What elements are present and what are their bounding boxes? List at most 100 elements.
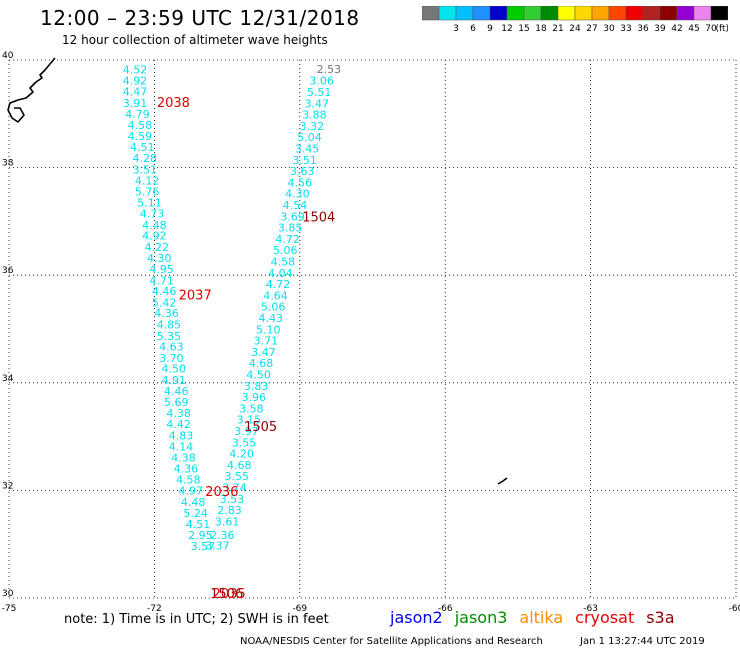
- wave-height-label-west: 4.38: [166, 407, 191, 420]
- pass-time-label: 2038: [157, 96, 190, 111]
- scale-tick-label: 42: [671, 24, 682, 34]
- footer-credit: NOAA/NESDIS Center for Satellite Applica…: [240, 636, 543, 647]
- wave-height-label-west: 4.38: [171, 451, 196, 464]
- wave-height-label-east: 4.54: [283, 199, 308, 212]
- legend-jason3: jason3: [454, 608, 508, 627]
- scale-tick-label: 70: [705, 24, 717, 34]
- wave-height-label-west: 3.51: [132, 164, 157, 177]
- wave-height-label-west: 4.46: [164, 385, 189, 398]
- wave-height-label-west: 4.83: [169, 429, 194, 442]
- wave-height-label-east: 4.50: [246, 368, 271, 381]
- wave-height-label-east: 5.06: [273, 244, 298, 257]
- wave-height-label-east: 5.04: [297, 131, 322, 144]
- longitude-tick-label: -69: [292, 604, 307, 614]
- wave-height-label-east: 3.63: [290, 165, 315, 178]
- wave-height-label-west: 4.50: [162, 363, 187, 376]
- wave-height-color-scale: 3 6 9 12 15 18 21 24 27 30 33 36 39 42 45 70(ft): [422, 6, 728, 34]
- wave-height-label-east: 3.69: [280, 210, 305, 223]
- pass-time-label: 2036: [205, 485, 238, 500]
- scale-tick-label: 9: [487, 24, 493, 34]
- legend-altika: altika: [519, 608, 564, 627]
- wave-height-label-east: 3.85: [278, 222, 303, 235]
- legend-s3a: s3a: [646, 608, 675, 627]
- wave-height-label-west: 4.14: [169, 441, 194, 454]
- scale-tick-label: 12: [501, 24, 512, 34]
- wave-height-label-east: 3.06: [309, 75, 334, 88]
- wave-height-label-gray: 2.53: [317, 63, 342, 76]
- wave-height-label-west: 4.28: [132, 152, 157, 165]
- scale-tick-label: 27: [586, 24, 597, 34]
- coastline-east-us: [7, 57, 56, 123]
- pass-time-label: 1506: [210, 587, 243, 602]
- wave-height-label-west: 4.95: [149, 263, 174, 276]
- wave-height-label-west: 4.58: [128, 119, 153, 132]
- wave-height-label-west: 4.36: [154, 307, 179, 320]
- longitude-tick-label: -66: [438, 604, 453, 614]
- wave-height-label-east: 3.37: [205, 540, 230, 553]
- wave-height-label-west: 3.70: [159, 352, 184, 365]
- longitude-tick-label: -63: [583, 604, 598, 614]
- coastline: [7, 57, 508, 485]
- wave-height-label-west: 4.22: [145, 241, 170, 254]
- pass-time-label: 1504: [302, 210, 335, 225]
- pass-time-label: 1505: [244, 420, 277, 435]
- latitude-tick-label: 36: [2, 266, 14, 276]
- wave-height-label-west: 5.76: [135, 186, 160, 199]
- wave-height-label-west: 4.48: [142, 219, 167, 232]
- wave-height-label-east: 4.68: [249, 357, 274, 370]
- wave-height-label-west: 4.79: [125, 108, 150, 121]
- wave-height-label-east: 3.55: [232, 436, 257, 449]
- wave-height-label-east: 3.55: [225, 470, 250, 483]
- wave-height-label-west: 5.42: [152, 296, 177, 309]
- scale-tick-label: 18: [535, 24, 547, 34]
- wave-height-label-east: 4.43: [258, 312, 283, 325]
- scale-tick-label: 15: [518, 24, 529, 34]
- legend-cryosat: cryosat: [575, 608, 635, 627]
- wave-height-label-west: 4.47: [123, 86, 148, 99]
- wave-height-label-west: 5.11: [137, 196, 162, 209]
- latitude-tick-label: 30: [2, 589, 14, 599]
- wave-height-label-east: 3.15: [237, 414, 262, 427]
- wave-height-label-west: 4.51: [130, 141, 155, 154]
- page-subtitle: 12 hour collection of altimeter wave hei…: [62, 33, 328, 47]
- scale-tick-label: 3: [453, 24, 459, 34]
- wave-height-label-west: 4.48: [181, 496, 206, 509]
- wave-height-label-east: 4.68: [227, 459, 252, 472]
- wave-height-label-east: 4.72: [275, 233, 300, 246]
- wave-height-label-east: 4.56: [288, 176, 313, 189]
- wave-height-label-east: 3.51: [292, 154, 317, 167]
- footer-note: note: 1) Time is in UTC; 2) SWH is in fe…: [64, 612, 329, 627]
- wave-height-label-west: 2.95: [188, 529, 213, 542]
- wave-height-label-west: 4.63: [159, 341, 184, 354]
- wave-height-label-east: 4.72: [266, 278, 291, 291]
- wave-height-label-east: 4.58: [271, 256, 296, 269]
- legend-jason2: jason2: [390, 608, 443, 627]
- wave-height-label-east: 5.06: [261, 301, 286, 314]
- longitude-tick-label: -75: [2, 604, 17, 614]
- longitude-tick-label: -72: [147, 604, 162, 614]
- wave-height-label-west: 4.97: [179, 485, 204, 498]
- longitude-tick-label: -60: [729, 604, 740, 614]
- wave-height-label-east: 3.58: [239, 402, 264, 415]
- wave-height-label-east: 3.32: [300, 120, 325, 133]
- scale-tick-label: 6: [470, 24, 476, 34]
- wave-height-label-west: 4.73: [140, 208, 165, 221]
- wave-height-label-east: 3.96: [242, 391, 267, 404]
- wave-height-label-east: 3.97: [234, 425, 259, 438]
- wave-height-label-east: 5.51: [307, 86, 332, 99]
- map-grid: [8, 59, 737, 599]
- wave-height-label-east: 2.83: [217, 504, 242, 517]
- wave-height-label-east: 3.45: [295, 143, 320, 156]
- wave-height-label-west: 4.92: [142, 230, 167, 243]
- wave-height-label-east: 2.36: [210, 529, 235, 542]
- latitude-tick-label: 34: [2, 374, 14, 384]
- satellite-legend: jason2 jason3 altika cryosat s3a: [390, 608, 687, 627]
- wave-height-label-east: 3.47: [305, 97, 330, 110]
- wave-height-label-west: 5.35: [157, 330, 182, 343]
- wave-height-label-west: 4.91: [162, 374, 187, 387]
- wave-height-label-west: 4.36: [174, 463, 199, 476]
- wave-height-label-east: 3.47: [251, 346, 276, 359]
- scale-tick-label: 39: [654, 24, 666, 34]
- wave-height-label-east: 3.61: [215, 515, 240, 528]
